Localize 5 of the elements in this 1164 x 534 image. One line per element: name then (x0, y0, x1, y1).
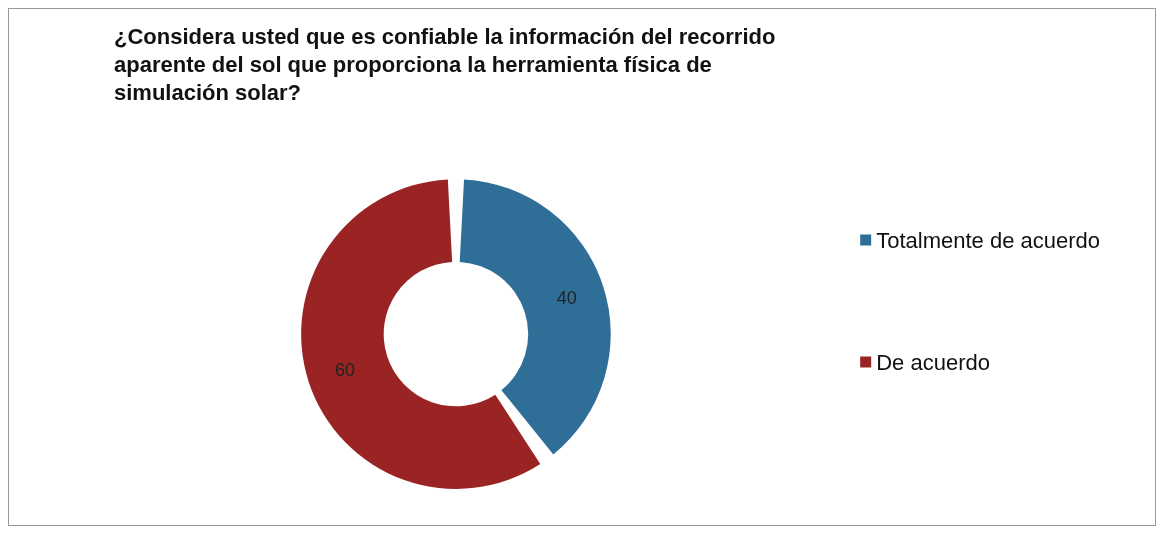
chart-title: ¿Considera usted que es confiable la información del recorrido aparente del sol que proporciona la herramienta física de simulación solar? (114, 23, 776, 105)
data-label: 60 (335, 360, 356, 381)
legend-label: De acuerdo (876, 349, 990, 375)
data-label: 40 (556, 288, 577, 309)
legend-label: Totalmente de acuerdo (876, 227, 1101, 253)
